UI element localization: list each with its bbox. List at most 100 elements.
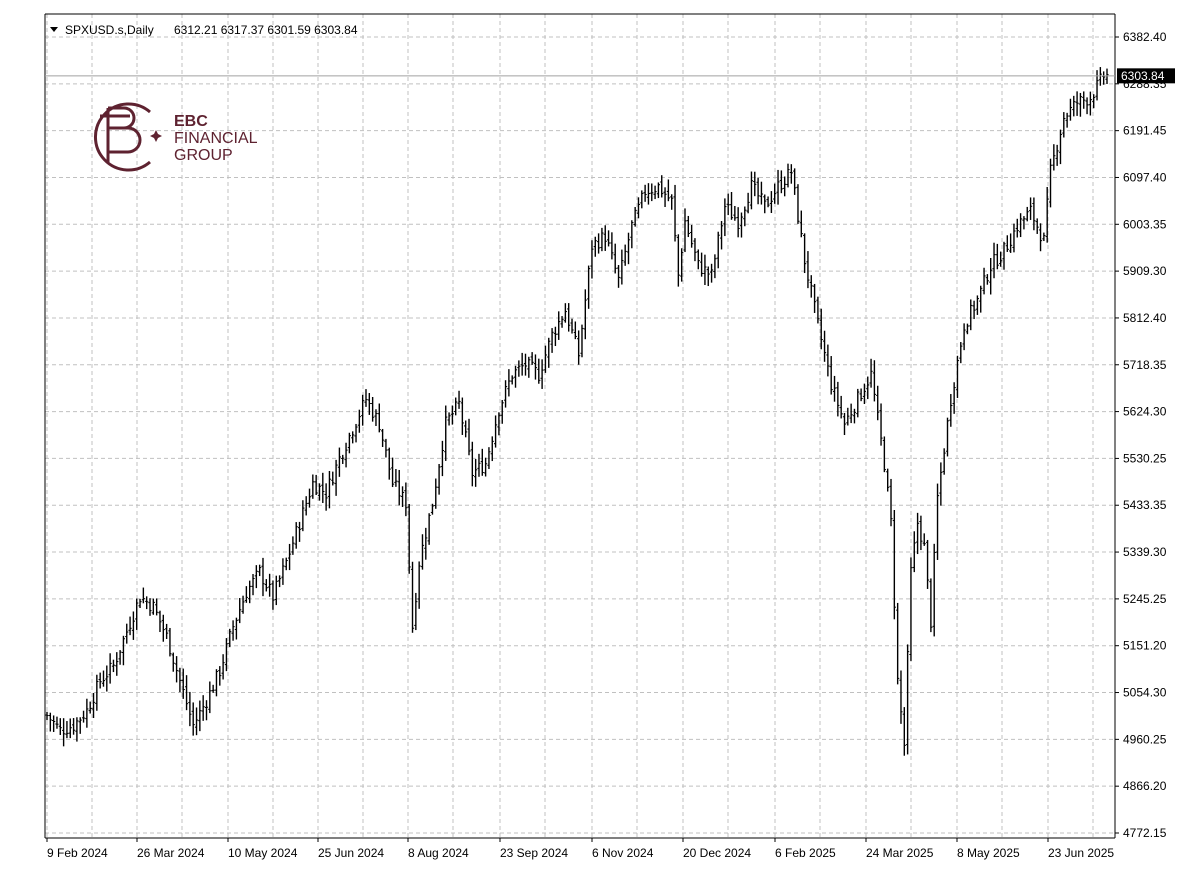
ohlc-bar [347, 432, 351, 454]
y-tick-label: 5245.25 [1123, 592, 1167, 606]
ohlc-bar [470, 441, 474, 487]
ohlc-bar [1085, 97, 1089, 115]
ohlc-bar [560, 316, 564, 328]
axes [44, 13, 1116, 839]
ohlc-bar [606, 230, 611, 247]
y-tick-label: 5530.25 [1123, 451, 1167, 465]
ohlc-bar [547, 337, 551, 368]
ohlc-bar [680, 248, 684, 282]
ohlc-bar [490, 436, 494, 462]
ohlc-bar [962, 323, 966, 351]
ohlc-bar [430, 503, 435, 515]
ohlc-bar [125, 623, 129, 644]
ohlc-bar [58, 718, 62, 735]
ohlc-bar [151, 598, 155, 615]
symbol-label: SPXUSD.s,Daily [65, 23, 154, 37]
ohlc-bar [583, 289, 587, 340]
ohlc-bar [1098, 67, 1102, 86]
y-tick-label: 6003.35 [1123, 217, 1167, 231]
ohlc-bar [739, 212, 744, 238]
ohlc-bar [95, 674, 99, 711]
ohlc-bar [178, 667, 182, 693]
ohlc-bar [278, 575, 282, 588]
ohlc-bar [783, 176, 787, 197]
y-tick-label: 5054.30 [1123, 686, 1167, 700]
ohlc-bar [985, 274, 989, 285]
ohlc-bar [394, 469, 398, 487]
ohlc-bar [719, 221, 724, 250]
ohlc-bar [161, 614, 165, 642]
ohlc-bar [906, 644, 910, 755]
logo-line-3: GROUP [174, 147, 233, 164]
ohlc-bar [367, 392, 371, 415]
ohlc-bar [733, 205, 737, 221]
ohlc-bar [447, 412, 451, 426]
ohlc-bar [513, 365, 518, 388]
ohlc-bar [1082, 91, 1086, 109]
ohlc-bar [397, 469, 401, 506]
last-price-tag: 6303.84 [1117, 68, 1175, 84]
ohlc-bar [135, 598, 139, 630]
logo-line-2: FINANCIAL [174, 130, 258, 147]
ohlc-bar [563, 303, 567, 323]
ohlc-bar [763, 194, 767, 214]
ohlc-bar [204, 700, 209, 721]
ohlc-bar [91, 692, 96, 718]
ohlc-bar [577, 330, 581, 365]
ohlc-bar [646, 183, 651, 205]
ohlc-bar [427, 513, 431, 545]
ohlc-bar [464, 420, 468, 438]
ohlc-bar [337, 447, 342, 477]
ohlc-bar [1072, 95, 1076, 117]
ohlc-bar [776, 169, 780, 205]
ohlc-bar [317, 483, 322, 501]
ohlc-bar [1022, 216, 1026, 230]
ohlc-bar [118, 650, 122, 665]
ohlc-bar [78, 717, 82, 734]
x-tick-label: 24 Mar 2025 [866, 846, 934, 860]
ohlc-bar [982, 267, 986, 295]
ohlc-bar [98, 672, 102, 689]
ohlc-bar [284, 557, 288, 571]
ohlc-bar [587, 265, 591, 309]
ohlc-bar [71, 718, 76, 735]
ohlc-bar [520, 352, 524, 376]
ohlc-bar [869, 358, 873, 388]
ohlc-bar [390, 457, 395, 488]
ohlc-bar [314, 474, 318, 495]
ohlc-bar [620, 249, 624, 285]
ohlc-bar [523, 353, 528, 376]
ohlc-bar [387, 447, 391, 480]
ohlc-bar [693, 238, 697, 262]
y-tick-label: 5624.30 [1123, 405, 1167, 419]
ohlc-bar [414, 592, 418, 631]
ohlc-bar [759, 181, 764, 205]
ohlc-bar [407, 504, 411, 574]
ohlc-bar [1088, 91, 1092, 116]
ohlc-bar [856, 388, 860, 418]
x-tick-label: 26 Mar 2024 [137, 846, 205, 860]
ohlc-bar [723, 198, 727, 237]
ohlc-bar [165, 623, 169, 639]
ohlc-bar [404, 482, 408, 517]
ohlc-bar [935, 483, 940, 560]
ohlc-bar [45, 711, 49, 721]
ohlc-bar [351, 431, 355, 444]
ohlc-bar [254, 565, 258, 589]
ohlc-bar [596, 233, 601, 254]
ohlc-bar [580, 324, 584, 358]
ohlc-bar [929, 578, 933, 633]
ohlc-bar [1028, 197, 1033, 220]
ohlc-bar [839, 395, 843, 419]
ohlc-bar [297, 521, 302, 542]
ohlc-bar [497, 412, 501, 436]
ohlc-bar [736, 207, 740, 238]
ohlc-bar [214, 669, 219, 697]
ohlc-bar [809, 275, 813, 298]
ohlc-bar [224, 638, 229, 672]
ohlc-bar [537, 358, 541, 384]
dropdown-triangle-icon[interactable] [50, 27, 58, 32]
ohlc-bar [331, 471, 335, 486]
ohlc-bar [1062, 112, 1066, 138]
last-price-label: 6303.84 [1121, 69, 1165, 83]
